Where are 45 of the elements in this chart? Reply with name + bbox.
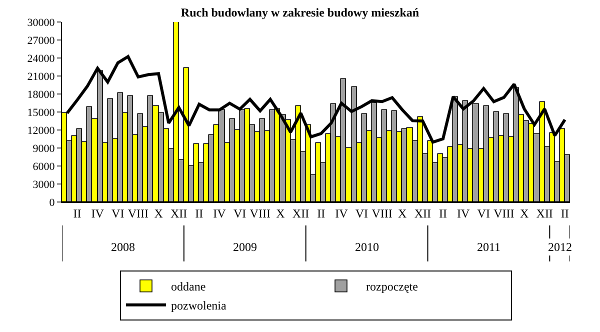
x-tick-label: IV [335,206,348,220]
text: 2008 [111,240,135,254]
legend-label: rozpoczęte [366,280,418,294]
y-tick-label: 9000 [32,142,56,155]
x-tick-label: VIII [372,206,392,220]
text: 2011 [477,240,501,254]
y-tick-label: 12000 [27,124,56,137]
x-tick-label: X [520,206,529,220]
x-tick-label: X [276,206,286,220]
x-tick-label: VIII [494,206,514,220]
y-tick-label: 15000 [27,106,56,119]
text: 2009 [233,240,257,254]
y-tick-label: 21000 [27,70,56,83]
x-tick-label: VIII [128,206,149,220]
x-tick-label: X [154,206,164,220]
x-tick-label: VI [112,206,124,220]
text: 2012 [548,240,572,254]
x-tick-label: II [439,206,447,220]
y-tick-label: 3000 [32,178,56,191]
x-tick-label: II [195,206,204,220]
x-tick-label: XII [292,206,310,220]
x-tick-label: II [317,206,326,220]
legend-label: oddane [171,280,206,294]
y-tick-label: 24000 [27,52,56,65]
x-tick-label: VI [355,206,368,220]
y-tick-label: 18000 [27,88,56,101]
x-tick-label: XII [414,206,432,220]
x-tick-label: VI [477,206,490,220]
y-tick-label: 0 [49,196,56,209]
x-tick-label: VIII [250,206,270,220]
x-tick-label: IV [91,206,104,220]
x-tick-label: II [73,206,82,220]
legend-label: pozwolenia [171,298,227,313]
text: 2010 [355,240,379,254]
x-tick-label: II [560,206,569,220]
x-tick-label: VI [233,206,246,220]
x-tick-label: XII [170,206,188,220]
y-tick-label: 6000 [32,160,56,173]
y-tick-label: 27000 [27,34,56,47]
chart-title: Ruch budowlany w zakresie budowy mieszkań [180,6,420,20]
x-tick-label: X [398,206,408,220]
x-tick-label: IV [213,206,226,220]
x-tick-label: IV [456,206,470,220]
y-tick-label: 30000 [27,16,56,29]
x-tick-label: XII [536,206,553,220]
